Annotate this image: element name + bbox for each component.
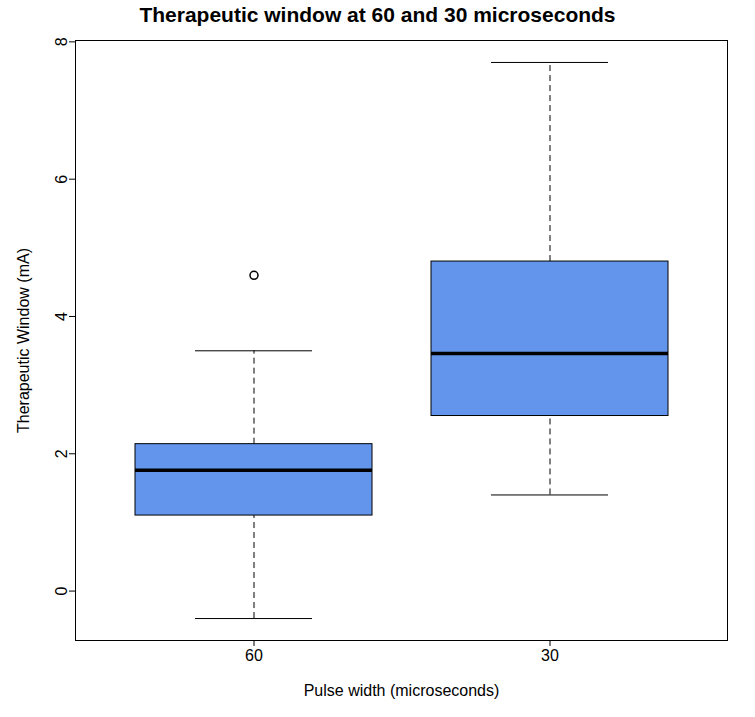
svg-text:8: 8 [53,37,70,46]
svg-text:6: 6 [53,175,70,184]
svg-text:Therapeutic Window (mA): Therapeutic Window (mA) [15,248,32,433]
svg-text:4: 4 [53,312,70,321]
svg-text:30: 30 [541,647,559,664]
html-text:Therapeutic window at 60 and 3: Therapeutic window at 60 and 30 microsec… [139,3,616,26]
svg-text:0: 0 [53,587,70,596]
svg-text:Pulse width (microseconds): Pulse width (microseconds) [304,682,500,699]
svg-text:2: 2 [53,449,70,458]
svg-text:60: 60 [245,647,263,664]
